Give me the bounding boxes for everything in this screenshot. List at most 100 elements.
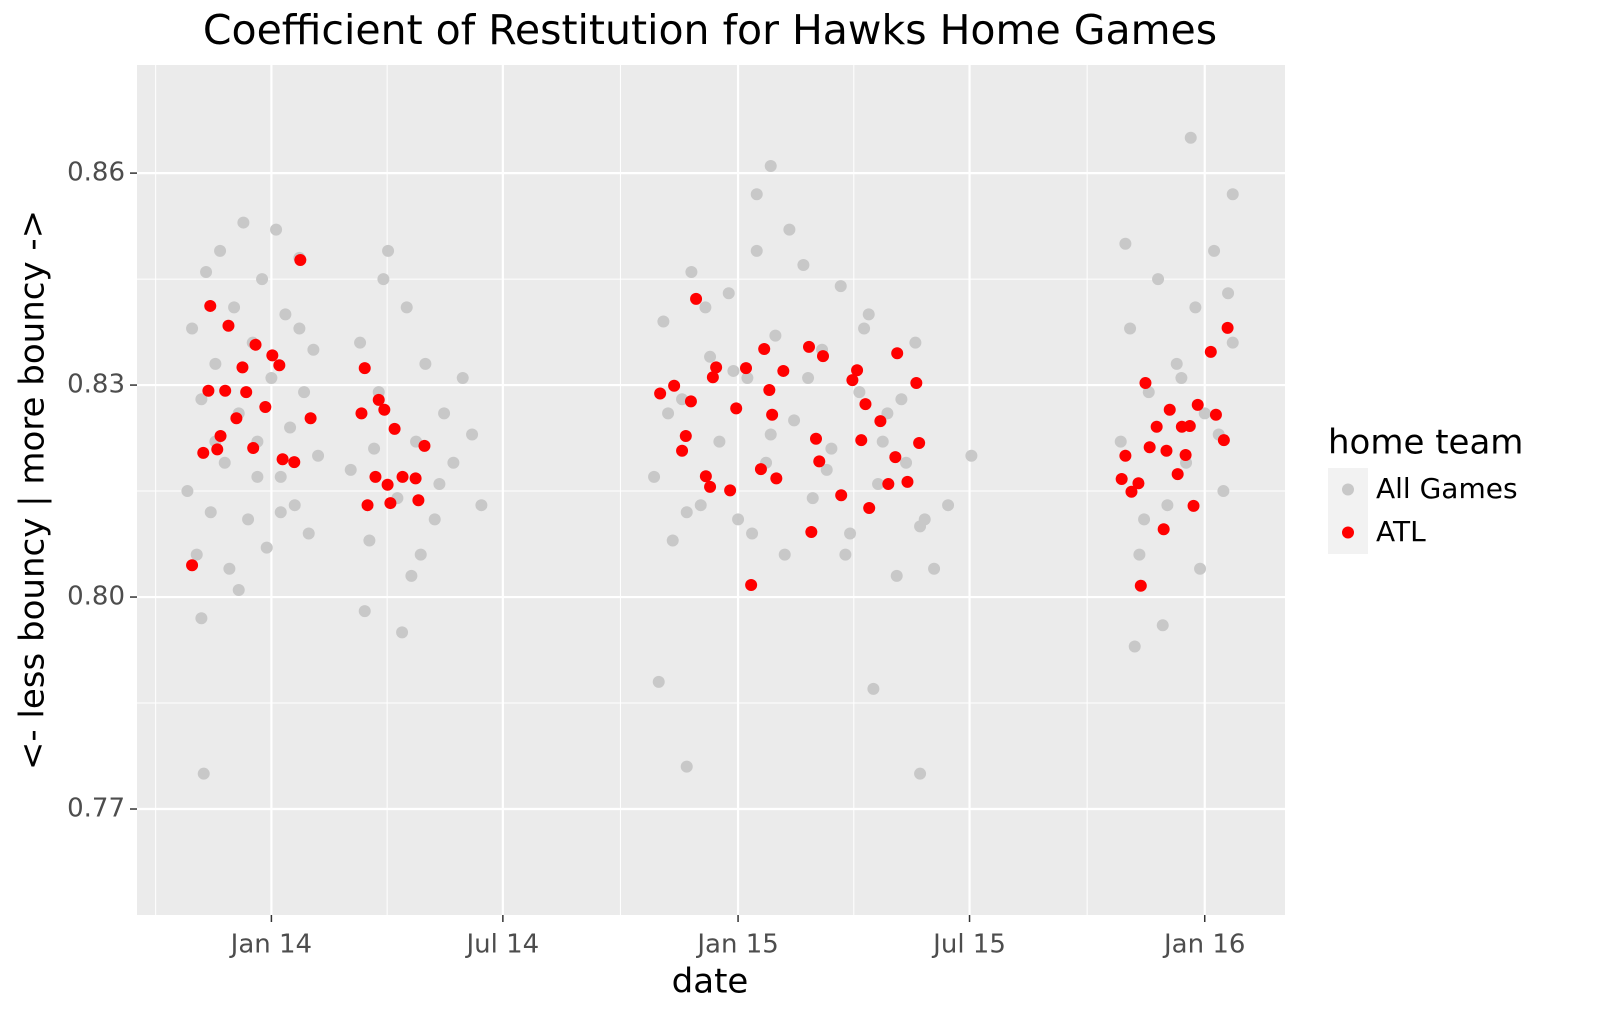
point	[769, 329, 782, 342]
point	[1209, 408, 1222, 421]
point	[1142, 386, 1155, 399]
point	[910, 376, 923, 389]
point	[298, 386, 311, 399]
point	[1160, 444, 1173, 457]
point	[279, 308, 292, 321]
point	[1191, 398, 1204, 411]
point	[889, 451, 902, 464]
point	[810, 432, 822, 445]
point	[763, 384, 776, 397]
point	[783, 223, 796, 236]
point	[204, 506, 217, 519]
point	[766, 408, 779, 421]
point	[758, 343, 771, 356]
point	[652, 675, 665, 688]
point	[181, 485, 194, 498]
point	[274, 470, 287, 483]
point	[1143, 441, 1156, 454]
point	[358, 362, 371, 375]
point	[1115, 473, 1128, 486]
point	[778, 548, 791, 561]
point	[293, 322, 306, 335]
point	[1128, 640, 1141, 653]
point	[662, 407, 675, 420]
point	[839, 548, 852, 561]
point	[372, 393, 385, 406]
point	[788, 414, 801, 427]
point	[1150, 420, 1163, 433]
point	[754, 463, 767, 476]
point	[265, 372, 278, 385]
point	[680, 760, 693, 773]
point	[666, 534, 679, 547]
point	[1163, 403, 1176, 416]
point	[806, 492, 819, 505]
point	[1226, 336, 1239, 349]
point	[706, 371, 719, 384]
point	[668, 379, 681, 392]
point	[447, 456, 460, 469]
point	[1133, 548, 1146, 561]
point	[853, 386, 866, 399]
point	[942, 499, 955, 512]
point	[1157, 523, 1170, 536]
point	[901, 475, 914, 488]
point	[1134, 579, 1147, 592]
point	[1171, 468, 1184, 481]
point	[195, 612, 208, 625]
point	[304, 412, 317, 425]
point	[1179, 449, 1192, 462]
point	[412, 494, 425, 507]
x-tick-label: Jan 14	[229, 930, 312, 960]
point	[400, 301, 413, 314]
point	[855, 434, 868, 447]
point	[433, 477, 446, 490]
point	[247, 441, 260, 454]
point	[882, 477, 895, 490]
point	[1187, 499, 1200, 512]
point	[684, 395, 697, 408]
point	[214, 244, 227, 257]
point	[859, 398, 872, 411]
point	[648, 470, 661, 483]
point	[872, 477, 885, 490]
point	[846, 374, 859, 387]
point	[914, 767, 927, 780]
point	[344, 463, 357, 476]
point	[381, 478, 394, 491]
point	[704, 480, 717, 493]
point	[1208, 244, 1221, 257]
x-tick-label: Jan 16	[1162, 930, 1245, 960]
point	[186, 322, 199, 335]
point	[302, 527, 315, 540]
point	[378, 403, 391, 416]
point	[284, 421, 297, 434]
legend-title: home team	[1328, 423, 1523, 463]
point	[1183, 420, 1196, 433]
point	[273, 359, 286, 372]
point	[676, 444, 689, 457]
point	[685, 266, 698, 279]
point	[475, 499, 488, 512]
point	[242, 513, 255, 526]
point	[730, 402, 743, 415]
point	[820, 463, 833, 476]
point	[307, 343, 320, 356]
point	[913, 437, 926, 450]
point	[1198, 407, 1211, 420]
point	[909, 336, 922, 349]
point	[237, 216, 250, 229]
point	[1125, 485, 1138, 498]
point	[428, 513, 441, 526]
point	[825, 442, 838, 455]
point	[270, 223, 283, 236]
point	[724, 484, 737, 497]
point	[266, 349, 279, 362]
point	[197, 767, 210, 780]
point	[256, 273, 269, 286]
point	[288, 456, 301, 469]
point	[230, 412, 243, 425]
point	[699, 301, 712, 314]
point	[900, 456, 913, 469]
